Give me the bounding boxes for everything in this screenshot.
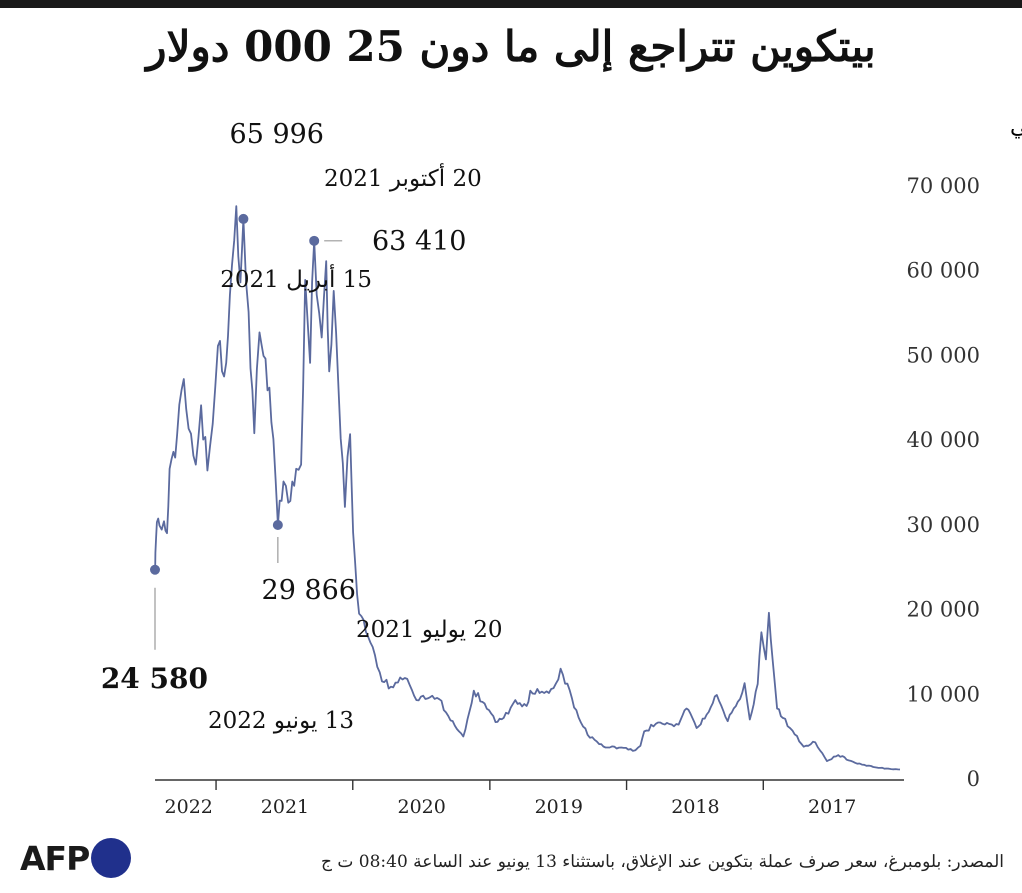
annotation-value: 24 580 [101,662,208,695]
y-tick-label: 50 000 [907,343,980,367]
annotation-value: 63 410 [372,226,466,257]
source-note: المصدر: بلومبرغ، سعر صرف عملة بتكوين عند… [320,852,1004,872]
x-tick-label: 2020 [398,796,446,818]
annotation-point [150,564,160,575]
afp-logo-text: AFP [20,838,90,878]
y-axis-unit-label: بالدولار الأمريكي [1010,111,1022,139]
series-line-bitcoin [154,205,901,771]
y-ticks: 0 10 000 20 000 30 000 40 000 50 000 60 000 70 … [907,174,980,791]
chart-title: بيتكوين تتراجع إلى ما دون 25 000 دولار [146,22,876,71]
y-tick-label: 20 000 [907,598,980,622]
x-tick-label: 2017 [808,796,856,818]
y-tick-label: 60 000 [907,259,980,283]
x-tick-label: 2019 [535,796,583,818]
annotation-value: 65 996 [230,119,324,150]
afp-logo-dot-icon [91,838,132,878]
x-tick-label: 2018 [671,796,719,818]
annotation-date: 20 يوليو 2021 [356,617,503,643]
annotation-point [309,235,320,246]
y-tick-label: 30 000 [907,513,980,537]
x-tick-label: 2021 [261,796,309,818]
annotation-point [238,213,249,224]
annotation-date: 15 أبريل 2021 [220,264,372,293]
annotation-date: 20 أكتوبر 2021 [324,163,482,192]
top-rule [0,0,1022,8]
x-axis: 2017 2018 2019 2020 2021 2022 [155,779,904,818]
y-tick-label: 0 [967,767,980,791]
x-tick-label: 2022 [165,796,213,818]
annotation-point [272,519,283,530]
annotation-date: 13 يونيو 2022 [208,708,354,734]
y-tick-label: 70 000 [907,174,980,198]
y-tick-label: 40 000 [907,428,980,452]
afp-logo: AFP [20,836,132,880]
y-tick-label: 10 000 [907,682,980,706]
annotation-value: 29 866 [262,575,356,606]
